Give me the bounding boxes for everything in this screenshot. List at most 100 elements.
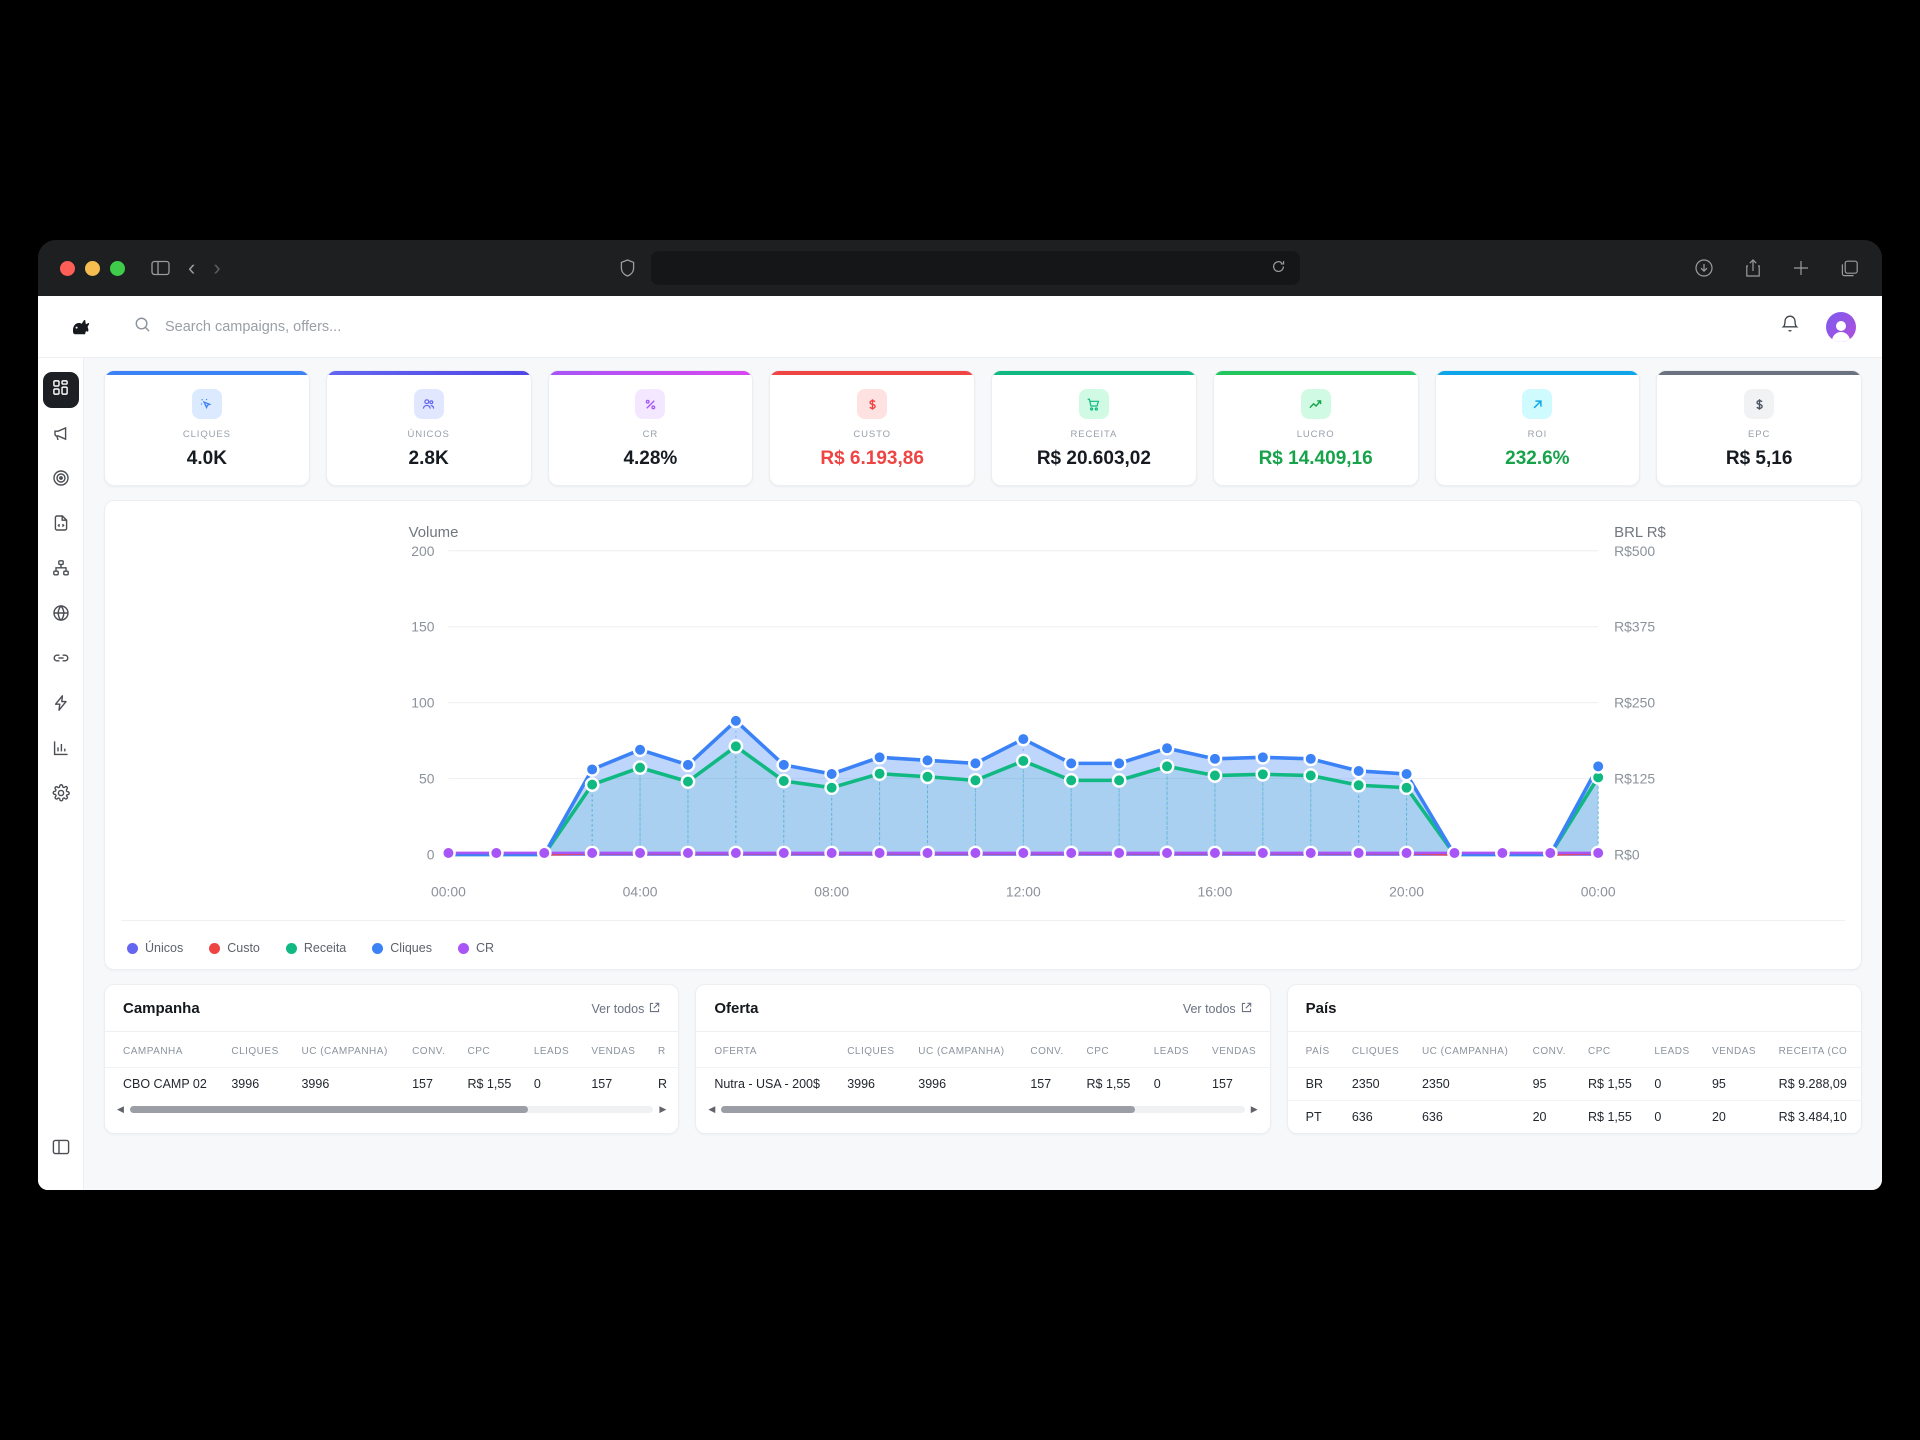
reload-icon[interactable] — [1271, 259, 1286, 278]
sidebar-toggle-icon[interactable] — [151, 260, 170, 276]
data-point[interactable] — [441, 845, 456, 861]
data-point[interactable] — [1159, 845, 1175, 861]
data-point[interactable] — [968, 773, 983, 788]
legend-item-receita[interactable]: Receita — [285, 941, 346, 955]
app-logo[interactable] — [58, 314, 104, 340]
data-point[interactable] — [1303, 845, 1319, 861]
url-input[interactable] — [651, 251, 1300, 285]
data-point[interactable] — [584, 845, 600, 861]
data-point[interactable] — [536, 845, 552, 861]
data-point[interactable] — [680, 757, 696, 773]
data-point[interactable] — [1015, 731, 1031, 747]
data-point[interactable] — [632, 845, 648, 861]
data-point[interactable] — [872, 766, 887, 782]
minimize-window-button[interactable] — [85, 260, 100, 276]
data-point[interactable] — [1063, 845, 1079, 861]
share-icon[interactable] — [1744, 258, 1762, 278]
data-point[interactable] — [872, 749, 887, 765]
data-point[interactable] — [1542, 845, 1558, 861]
data-point[interactable] — [776, 773, 792, 789]
legend-item-unicos[interactable]: Únicos — [127, 941, 183, 955]
scroll-left-arrow[interactable]: ◀ — [708, 1104, 716, 1114]
data-point[interactable] — [1207, 751, 1223, 767]
kpi-card-unicos[interactable]: ÚNICOS 2.8K — [325, 370, 532, 486]
data-point[interactable] — [1590, 759, 1606, 774]
data-point[interactable] — [728, 739, 744, 754]
sidebar-item-automations[interactable] — [43, 687, 79, 723]
sidebar-item-flows[interactable] — [43, 552, 79, 588]
avatar[interactable] — [1826, 311, 1856, 342]
data-point[interactable] — [776, 757, 792, 773]
legend-item-cliques[interactable]: Cliques — [372, 941, 432, 955]
data-point[interactable] — [1159, 740, 1175, 756]
data-point[interactable] — [1399, 766, 1414, 782]
data-point[interactable] — [1159, 759, 1175, 774]
scrollbar-thumb[interactable] — [129, 1106, 528, 1113]
data-point[interactable] — [1351, 845, 1367, 861]
data-point[interactable] — [1351, 763, 1367, 779]
data-point[interactable] — [1399, 780, 1414, 796]
data-point[interactable] — [968, 756, 983, 771]
data-point[interactable] — [1447, 845, 1462, 861]
data-point[interactable] — [1590, 845, 1606, 861]
data-point[interactable] — [1255, 766, 1271, 782]
close-window-button[interactable] — [60, 260, 75, 276]
view-all-link[interactable]: Ver todos — [592, 1002, 661, 1016]
data-point[interactable] — [680, 774, 696, 789]
data-point[interactable] — [1207, 845, 1223, 861]
data-point[interactable] — [824, 766, 840, 782]
scrollbar-track[interactable] — [129, 1106, 654, 1113]
data-point[interactable] — [872, 845, 887, 861]
data-point[interactable] — [1111, 773, 1127, 788]
data-point[interactable] — [824, 845, 840, 861]
data-point[interactable] — [584, 777, 600, 793]
data-point[interactable] — [728, 713, 744, 729]
shield-icon[interactable] — [620, 259, 635, 277]
scrollbar-thumb[interactable] — [721, 1106, 1135, 1113]
kpi-card-cr[interactable]: CR 4.28% — [547, 370, 754, 486]
kpi-card-cliques[interactable]: CLIQUES 4.0K — [104, 370, 310, 486]
kpi-card-receita[interactable]: RECEITA R$ 20.603,02 — [991, 370, 1197, 486]
data-point[interactable] — [1399, 845, 1414, 861]
data-point[interactable] — [920, 845, 935, 861]
data-point[interactable] — [632, 760, 648, 775]
sidebar-item-dashboard[interactable] — [42, 372, 79, 408]
search-input[interactable]: Search campaigns, offers... — [134, 316, 1780, 338]
legend-item-cr[interactable]: CR — [457, 941, 494, 955]
data-point[interactable] — [1303, 751, 1319, 767]
kpi-card-custo[interactable]: CUSTO R$ 6.193,86 — [769, 370, 975, 486]
kpi-card-lucro[interactable]: LUCRO R$ 14.409,16 — [1212, 370, 1419, 486]
view-all-link[interactable]: Ver todos — [1183, 1002, 1252, 1016]
data-point[interactable] — [680, 845, 696, 861]
forward-button[interactable]: › — [213, 255, 221, 280]
scroll-left-arrow[interactable]: ◀ — [117, 1104, 124, 1114]
scroll-right-arrow[interactable]: ▶ — [659, 1104, 667, 1114]
data-point[interactable] — [632, 742, 648, 758]
tabs-overview-icon[interactable] — [1840, 259, 1860, 278]
data-point[interactable] — [1111, 845, 1127, 861]
notifications-bell-icon[interactable] — [1780, 314, 1800, 340]
data-point[interactable] — [1255, 749, 1271, 765]
data-point[interactable] — [584, 762, 600, 777]
data-point[interactable] — [1063, 773, 1079, 788]
data-point[interactable] — [824, 780, 840, 796]
sidebar-collapse-toggle[interactable] — [43, 1131, 79, 1167]
sidebar-item-targets[interactable] — [43, 462, 79, 498]
data-point[interactable] — [1111, 756, 1127, 771]
data-point[interactable] — [1063, 756, 1079, 771]
kpi-card-epc[interactable]: EPC R$ 5,16 — [1656, 370, 1862, 486]
data-point[interactable] — [1495, 845, 1510, 861]
data-point[interactable] — [1015, 845, 1031, 861]
data-point[interactable] — [920, 752, 935, 768]
scrollbar-track[interactable] — [721, 1106, 1245, 1113]
scroll-right-arrow[interactable]: ▶ — [1250, 1104, 1258, 1114]
sidebar-item-reports[interactable] — [43, 732, 79, 768]
data-point[interactable] — [1207, 768, 1223, 783]
sidebar-item-settings[interactable] — [43, 777, 79, 813]
sidebar-item-domains[interactable] — [43, 597, 79, 633]
table-row[interactable]: PT 636 636 20 R$ 1,55 0 20 R$ 3.484,10 — [1287, 1100, 1861, 1133]
kpi-card-roi[interactable]: ROI 232.6% — [1434, 370, 1641, 486]
data-point[interactable] — [488, 845, 504, 861]
data-point[interactable] — [920, 769, 935, 785]
table-row[interactable]: BR 2350 2350 95 R$ 1,55 0 95 R$ 9.288,09 — [1287, 1067, 1861, 1101]
